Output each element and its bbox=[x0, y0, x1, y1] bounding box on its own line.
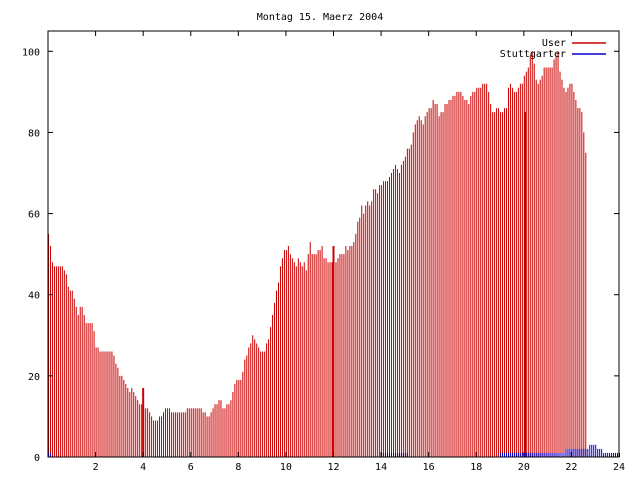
y-tick-label: 0 bbox=[34, 453, 40, 464]
x-tick-label: 20 bbox=[518, 462, 530, 473]
x-tick-label: 8 bbox=[235, 462, 241, 473]
legend-label-stuttgarter: Stuttgarter bbox=[500, 49, 566, 60]
y-tick-label: 100 bbox=[22, 47, 40, 58]
x-tick-label: 14 bbox=[375, 462, 387, 473]
x-tick-label: 2 bbox=[93, 462, 99, 473]
legend-label-user: User bbox=[542, 38, 566, 49]
legend: User Stuttgarter bbox=[500, 38, 606, 60]
x-tick-label: 22 bbox=[565, 462, 577, 473]
y-tick-label: 40 bbox=[28, 291, 40, 302]
y-tick-label: 20 bbox=[28, 372, 40, 383]
chart-title: Montag 15. Maerz 2004 bbox=[257, 12, 383, 23]
x-tick-label: 18 bbox=[470, 462, 482, 473]
series-user-bars bbox=[48, 51, 587, 457]
x-tick-label: 10 bbox=[280, 462, 292, 473]
x-tick-label: 16 bbox=[423, 462, 435, 473]
x-tick-label: 12 bbox=[327, 462, 339, 473]
x-tick-label: 24 bbox=[613, 462, 625, 473]
x-tick-label: 4 bbox=[140, 462, 146, 473]
x-tick-label: 6 bbox=[188, 462, 194, 473]
y-tick-label: 60 bbox=[28, 210, 40, 221]
y-tick-label: 80 bbox=[28, 128, 40, 139]
series-stuttgarter-line bbox=[48, 444, 620, 457]
